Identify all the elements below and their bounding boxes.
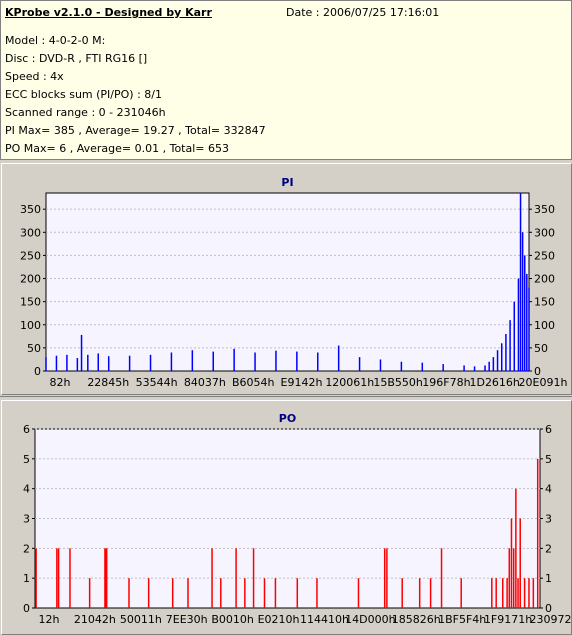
pi-xtick-label: E9142h [281, 376, 323, 389]
po-xtick-label: 12h [39, 613, 60, 626]
po-chart: PO 0 0 1 1 2 2 3 3 4 4 5 5 6 6 12h 21042h 50011h 7EE30h B00… [23, 412, 571, 626]
pi-ytick-label: 350 [20, 203, 41, 216]
po-ytick-label: 3 [23, 513, 30, 526]
po-ytick-label: 0 [23, 602, 30, 615]
info-po-stats: PO Max= 6 , Average= 0.01 , Total= 653 [5, 142, 229, 155]
info-range: Scanned range : 0 - 231046h [5, 106, 166, 119]
pi-xtick-label: 120061h [325, 376, 374, 389]
pi-ytick-label: 200 [20, 273, 41, 286]
po-xtick-label: 1F9171h [484, 613, 532, 626]
panel-separator [0, 396, 572, 397]
pi-title: PI [281, 176, 293, 189]
po-ytick-label-right: 5 [545, 453, 552, 466]
pi-ytick-label: 300 [20, 226, 41, 239]
pi-ytick-label: 0 [34, 365, 41, 378]
pi-ytick-label: 250 [20, 249, 41, 262]
scan-date: Date : 2006/07/25 17:16:01 [286, 6, 440, 19]
po-xtick-label: 114410h [300, 613, 349, 626]
pi-xtick-label: 53544h [136, 376, 178, 389]
po-ytick-label: 2 [23, 542, 30, 555]
pi-plot-area [45, 192, 530, 372]
po-ytick-label-right: 2 [545, 542, 552, 555]
pi-xtick-label: 84037h [184, 376, 226, 389]
pi-ytick-label-right: 100 [534, 319, 555, 332]
pi-xtick-label: 15B550h [373, 376, 423, 389]
po-xtick-label: E0210h [258, 613, 300, 626]
pi-ytick-label-right: 250 [534, 249, 555, 262]
pi-chart: PI 0 0 50 50 100 100 150 150 200 200 250 250 300 300 35… [20, 176, 568, 389]
po-ytick-label: 5 [23, 453, 30, 466]
pi-ytick-label: 100 [20, 319, 41, 332]
app-title: KProbe v2.1.0 - Designed by Karr [5, 6, 212, 19]
info-pi-stats: PI Max= 385 , Average= 19.27 , Total= 33… [5, 124, 266, 137]
po-ytick-label-right: 4 [545, 483, 552, 496]
po-ytick-label: 1 [23, 572, 30, 585]
pi-xtick-label: 1D2616h [469, 376, 519, 389]
po-xtick-label: 14D000h [345, 613, 395, 626]
pi-ytick-label: 150 [20, 296, 41, 309]
po-ytick-label: 6 [23, 423, 30, 436]
pi-ytick-label-right: 350 [534, 203, 555, 216]
po-title: PO [279, 412, 296, 425]
pi-xtick-label: 20E091h [519, 376, 568, 389]
info-ecc: ECC blocks sum (PI/PO) : 8/1 [5, 88, 162, 101]
pi-ytick-label-right: 300 [534, 226, 555, 239]
po-ytick-label-right: 1 [545, 572, 552, 585]
info-model: Model : 4-0-2-0 M: [5, 34, 106, 47]
po-xtick-label: 1BF5F4h [438, 613, 486, 626]
po-xtick-label: 230972h [530, 613, 571, 626]
pi-ytick-label-right: 200 [534, 273, 555, 286]
pi-ytick-label-right: 0 [534, 365, 541, 378]
pi-chart-panel: PI 0 0 50 50 100 100 150 150 200 200 250 250 300 300 35… [1, 163, 572, 395]
pi-ytick-label-right: 50 [534, 342, 548, 355]
po-xtick-label: 7EE30h [166, 613, 208, 626]
po-xtick-label: 185826h [392, 613, 441, 626]
po-ytick-label-right: 0 [545, 602, 552, 615]
pi-xtick-label: 82h [50, 376, 71, 389]
pi-xtick-label: 22845h [87, 376, 129, 389]
po-xtick-label: B0010h [211, 613, 254, 626]
po-xtick-label: 50011h [120, 613, 162, 626]
pi-xtick-label: B6054h [232, 376, 275, 389]
info-disc: Disc : DVD-R , FTI RG16 [] [5, 52, 148, 65]
info-panel: KProbe v2.1.0 - Designed by Karr Date : … [0, 0, 572, 160]
po-ytick-label: 4 [23, 483, 30, 496]
info-speed: Speed : 4x [5, 70, 64, 83]
pi-ytick-label: 50 [27, 342, 41, 355]
po-ytick-label-right: 3 [545, 513, 552, 526]
pi-ytick-label-right: 150 [534, 296, 555, 309]
po-ytick-label-right: 6 [545, 423, 552, 436]
pi-xtick-label: 196F78h [422, 376, 470, 389]
po-xtick-label: 21042h [74, 613, 116, 626]
po-chart-panel: PO 0 0 1 1 2 2 3 3 4 4 5 5 6 6 12h 21042h 50011h 7EE30h B00… [1, 400, 572, 635]
